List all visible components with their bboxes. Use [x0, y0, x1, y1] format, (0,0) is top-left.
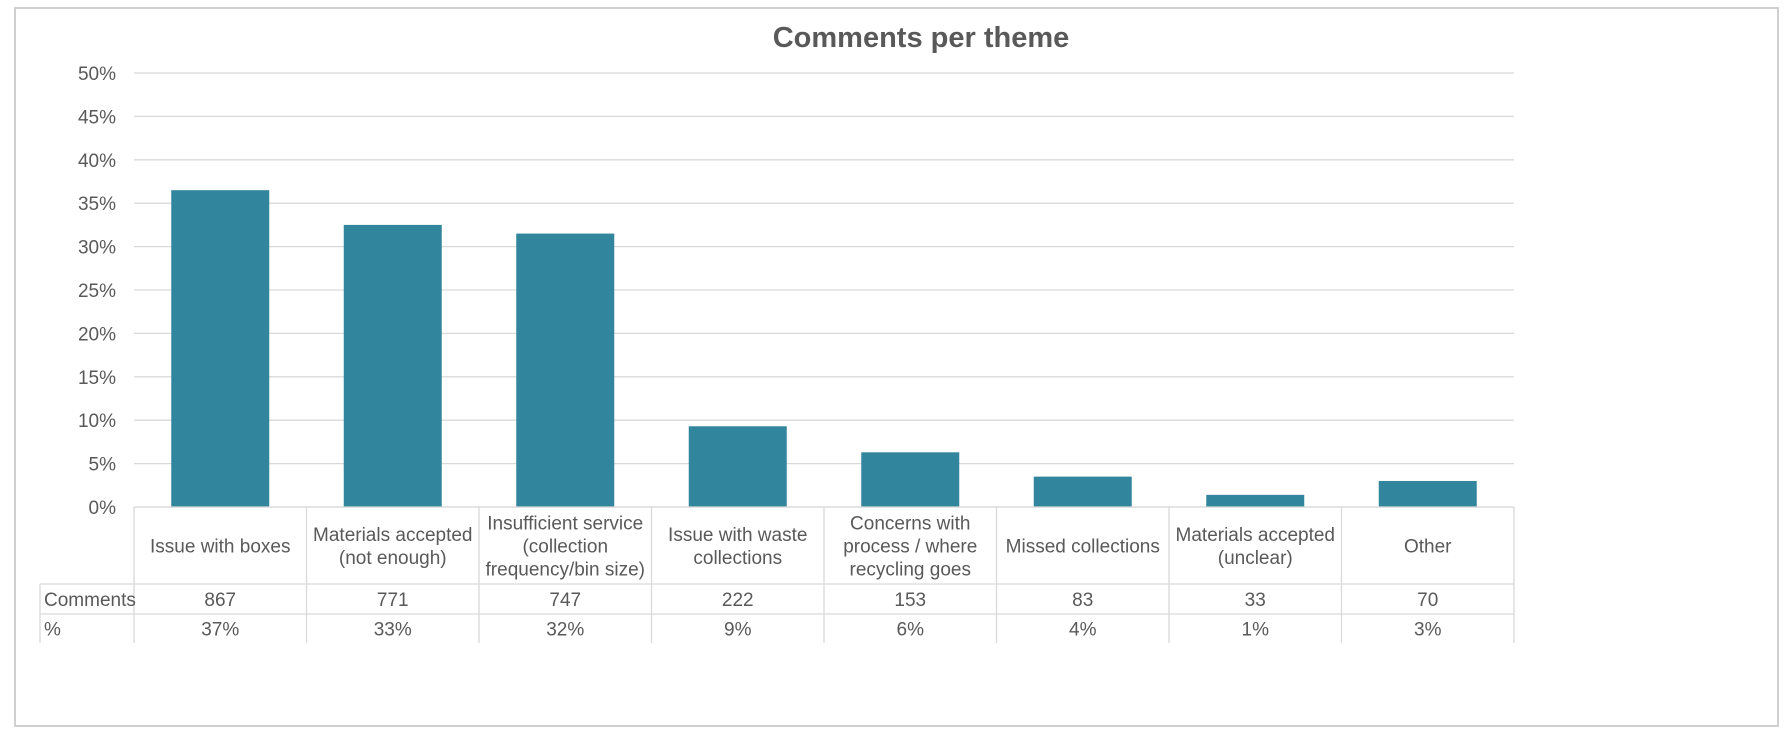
y-tick-label: 0% — [89, 498, 117, 519]
y-tick-label: 50% — [78, 64, 116, 85]
table-cell: 9% — [724, 620, 752, 641]
bar — [1033, 476, 1132, 507]
y-tick-label: 45% — [78, 107, 116, 128]
category-label: Other — [1404, 537, 1452, 558]
y-tick-label: 5% — [89, 455, 117, 476]
y-tick-label: 25% — [78, 281, 116, 302]
bar — [1206, 494, 1305, 507]
table-cell: 867 — [204, 590, 236, 611]
y-tick-label: 15% — [78, 368, 116, 389]
chart-frame: Comments per theme 0% 5% 10% 15% 20% 25% 30% 35… — [14, 7, 1779, 727]
gridlines — [134, 72, 1514, 508]
bar — [861, 452, 960, 507]
category-label: Concerns with process / where recycling go… — [843, 514, 977, 581]
table-cell: 6% — [897, 620, 925, 641]
bar — [516, 233, 615, 507]
category-label: Insufficient service (collection frequency… — [486, 514, 645, 581]
table-cell: 747 — [549, 590, 581, 611]
y-axis-ticks: 0% 5% 10% 15% 20% 25% 30% 35% 40% 45% 50% — [78, 64, 116, 519]
category-label: Materials accepted (unclear) — [1176, 525, 1335, 569]
y-tick-label: 20% — [78, 324, 116, 345]
table-row-label: Comments — [44, 590, 136, 611]
y-tick-label: 30% — [78, 238, 116, 259]
table-cell: 1% — [1242, 620, 1270, 641]
table-cell: 70 — [1417, 590, 1438, 611]
category-label: Issue with waste collections — [668, 525, 807, 569]
table-cell: 37% — [201, 620, 239, 641]
category-label: Materials accepted (not enough) — [313, 525, 472, 569]
table-row-label: % — [44, 620, 61, 641]
table-cell: 32% — [546, 620, 584, 641]
chart-title: Comments per theme — [773, 22, 1070, 54]
y-tick-label: 10% — [78, 411, 116, 432]
table-cell: 3% — [1414, 620, 1442, 641]
chart-svg: Comments per theme 0% 5% 10% 15% 20% 25% 30% 35… — [39, 22, 1515, 643]
table-cell: 222 — [722, 590, 754, 611]
category-label: Issue with boxes — [150, 537, 290, 558]
table-cell: 771 — [377, 590, 409, 611]
table-cell: 83 — [1072, 590, 1093, 611]
table-cell: 153 — [894, 590, 926, 611]
table-cell: 4% — [1069, 620, 1097, 641]
table-cell: 33% — [374, 620, 412, 641]
y-tick-label: 35% — [78, 194, 116, 215]
category-label: Missed collections — [1006, 537, 1160, 558]
bar — [1378, 480, 1477, 507]
bar — [171, 190, 270, 507]
y-tick-label: 40% — [78, 151, 116, 172]
bar — [343, 224, 442, 507]
bar — [688, 426, 787, 507]
table-cell: 33 — [1245, 590, 1266, 611]
data-table: Issue with boxes Materials accepted (not e… — [39, 506, 1515, 643]
bars — [171, 190, 1477, 507]
